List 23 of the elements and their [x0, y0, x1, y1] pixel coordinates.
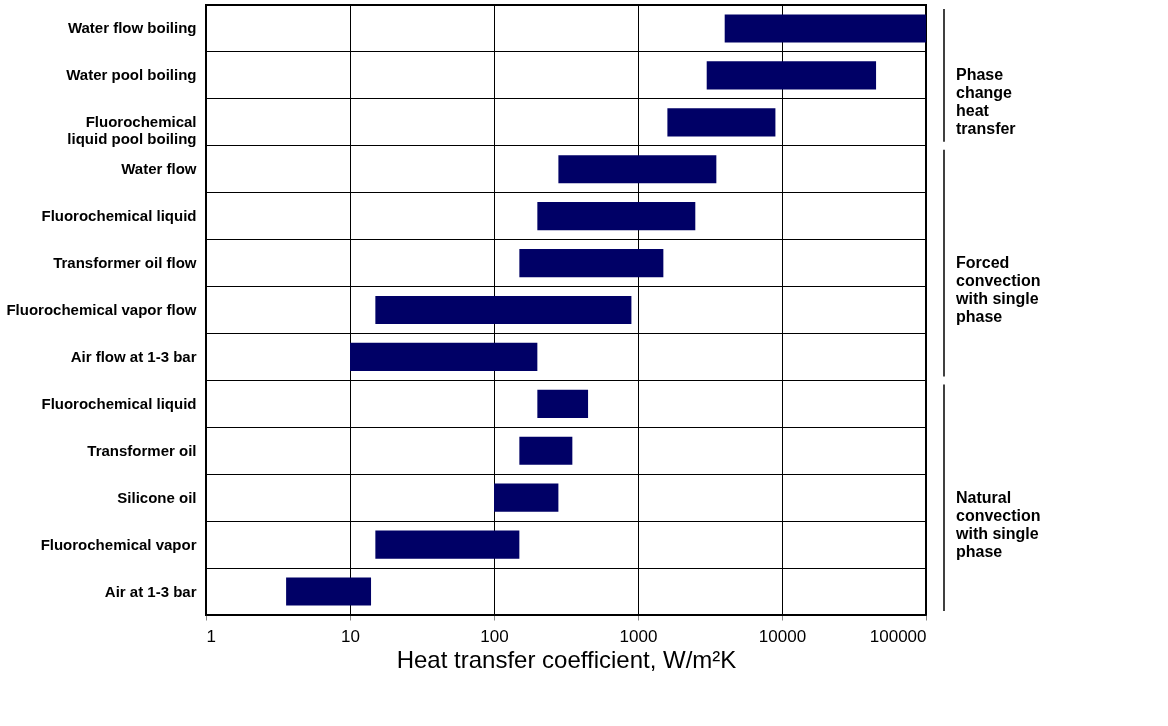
y-tick-label: Silicone oil	[117, 488, 197, 506]
x-tick-label: 1	[206, 626, 216, 646]
y-tick-label: Air flow at 1-3 bar	[70, 347, 197, 365]
y-tick-label: Fluorochemical vapor	[40, 535, 197, 553]
y-tick-label: Fluorochemical liquid pool boiling	[67, 113, 197, 148]
text: Forced convection with single phase	[955, 254, 1041, 326]
y-tick-label: Water flow boiling	[67, 19, 197, 37]
y-tick-label: Water flow	[121, 160, 197, 178]
y-tick-label: Transformer oil	[87, 441, 197, 459]
y-tick-label: Fluorochemical liquid	[41, 207, 197, 225]
x-tick-label: 1000	[619, 626, 658, 646]
x-tick-label: 100000	[869, 626, 927, 646]
text: Phase change heat transfer	[956, 66, 1016, 138]
x-tick-label: 10000	[758, 626, 807, 646]
text: Natural convection with single phase	[955, 488, 1041, 560]
y-tick-label: Fluorochemical vapor flow	[6, 301, 197, 318]
x-axis-title: Heat transfer coefficient, W/m²K	[396, 645, 737, 673]
x-tick-label: 100	[480, 626, 509, 646]
y-tick-label: Air at 1-3 bar	[104, 582, 197, 600]
y-tick-label: Water pool boiling	[66, 66, 197, 84]
x-tick-label: 10	[341, 626, 360, 646]
y-tick-label: Transformer oil flow	[53, 254, 197, 272]
y-tick-label: Fluorochemical liquid	[41, 394, 197, 412]
